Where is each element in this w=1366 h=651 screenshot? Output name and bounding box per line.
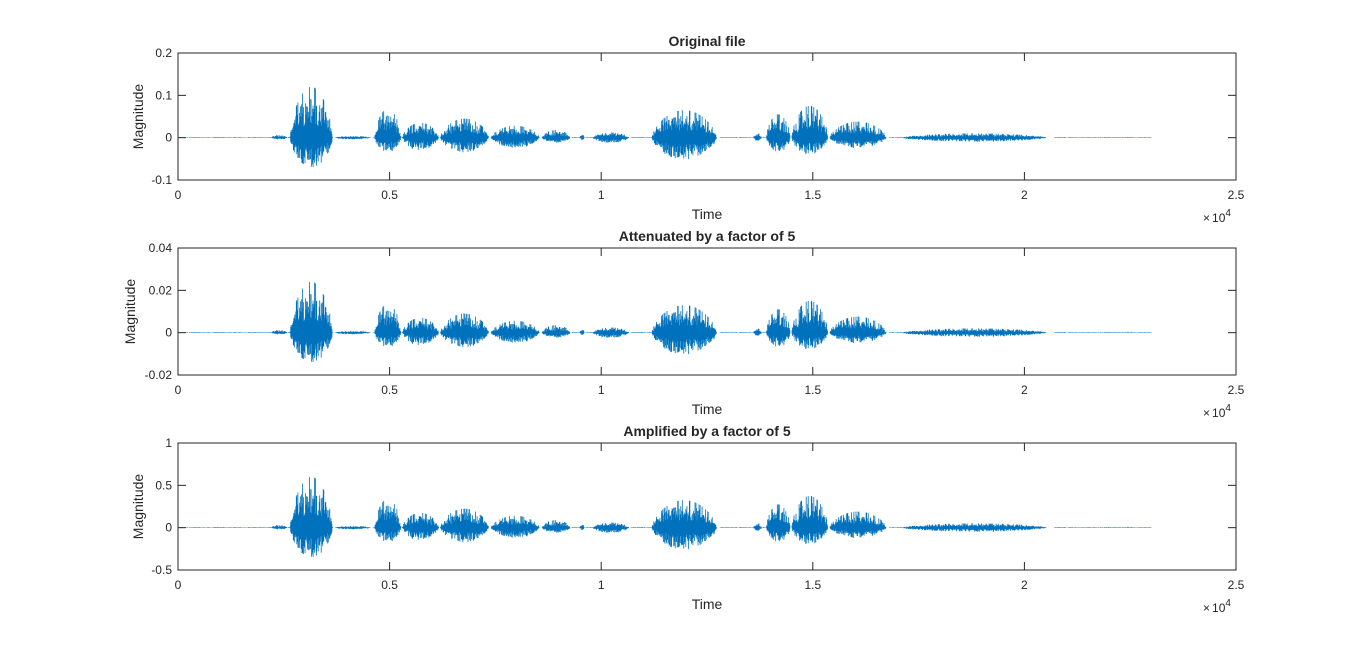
x-exponent-base: 10 (1212, 406, 1226, 420)
x-tick-label: 2 (1021, 188, 1028, 202)
y-tick-label: -0.1 (151, 173, 172, 187)
times-sign: × (1203, 601, 1210, 615)
x-tick-label: 2.5 (1228, 188, 1245, 202)
y-tick-label: 0.04 (149, 241, 173, 255)
subplot-title: Original file (668, 33, 745, 49)
y-axis-label: Magnitude (130, 84, 146, 150)
x-tick-label: 2 (1021, 383, 1028, 397)
y-tick-label: 0.1 (155, 88, 172, 102)
y-tick-label: 0 (165, 131, 172, 145)
x-tick-label: 1.5 (804, 383, 821, 397)
x-tick-label: 0 (175, 383, 182, 397)
x-tick-label: 1.5 (804, 188, 821, 202)
x-tick-label: 2 (1021, 578, 1028, 592)
axes-box (177, 52, 1237, 181)
x-exponent-base: 10 (1212, 211, 1226, 225)
x-tick-label: 1 (598, 578, 605, 592)
x-tick-label: 0 (175, 578, 182, 592)
x-axis-label: Time (692, 206, 723, 222)
x-axis-label: Time (692, 401, 723, 417)
y-axis-label: Magnitude (130, 474, 146, 540)
subplot-title: Amplified by a factor of 5 (623, 423, 790, 439)
x-tick-label: 0 (175, 188, 182, 202)
x-tick-label: 1 (598, 383, 605, 397)
x-exponent-base: 10 (1212, 601, 1226, 615)
y-tick-label: 0 (165, 521, 172, 535)
x-tick-label: 0.5 (381, 188, 398, 202)
x-tick-label: 1 (598, 188, 605, 202)
axes-box (177, 247, 1237, 376)
x-exponent-power: 4 (1225, 208, 1231, 219)
x-tick-label: 1.5 (804, 578, 821, 592)
x-exponent-power: 4 (1225, 403, 1231, 414)
x-exponent-label: × 104 (1203, 403, 1231, 420)
x-tick-label: 0.5 (381, 578, 398, 592)
x-axis-label: Time (692, 596, 723, 612)
y-tick-label: 0.2 (155, 46, 172, 60)
times-sign: × (1203, 406, 1210, 420)
x-exponent-label: × 104 (1203, 598, 1231, 615)
subplot-title: Attenuated by a factor of 5 (619, 228, 796, 244)
axes-box (177, 442, 1237, 571)
y-tick-label: -0.02 (145, 368, 173, 382)
y-tick-label: 0.5 (155, 478, 172, 492)
y-tick-label: 1 (165, 436, 172, 450)
x-tick-label: 2.5 (1228, 578, 1245, 592)
x-tick-label: 2.5 (1228, 383, 1245, 397)
x-exponent-label: × 104 (1203, 208, 1231, 225)
y-tick-label: 0.02 (149, 283, 173, 297)
times-sign: × (1203, 211, 1210, 225)
y-tick-label: 0 (165, 326, 172, 340)
x-tick-label: 0.5 (381, 383, 398, 397)
y-axis-label: Magnitude (122, 279, 138, 345)
x-exponent-power: 4 (1225, 598, 1231, 609)
y-tick-label: -0.5 (151, 563, 172, 577)
